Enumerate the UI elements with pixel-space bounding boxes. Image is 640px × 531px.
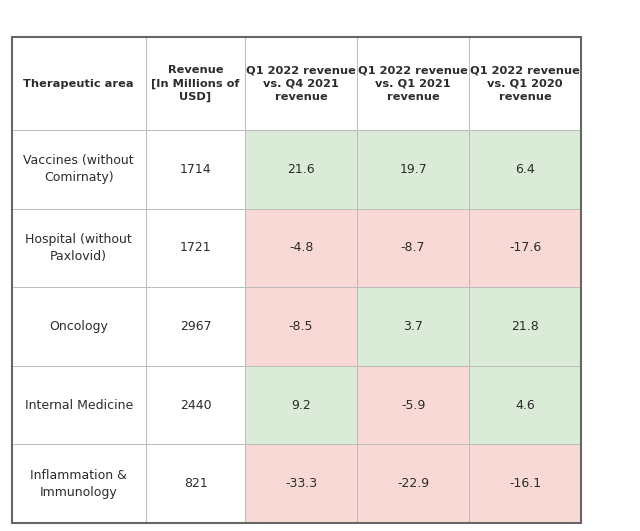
Bar — [12, 37, 146, 130]
Bar — [469, 37, 581, 130]
Bar — [469, 209, 581, 287]
Bar — [146, 366, 245, 444]
Text: 1721: 1721 — [180, 242, 211, 254]
Text: 9.2: 9.2 — [291, 399, 311, 412]
Text: 1714: 1714 — [180, 163, 211, 176]
Bar — [146, 444, 245, 523]
Text: Internal Medicine: Internal Medicine — [24, 399, 133, 412]
Bar — [245, 444, 357, 523]
Bar — [12, 209, 146, 287]
Text: Inflammation &
Immunology: Inflammation & Immunology — [30, 469, 127, 499]
Text: -22.9: -22.9 — [397, 477, 429, 490]
Text: -8.5: -8.5 — [289, 320, 314, 333]
Bar — [245, 130, 357, 209]
Bar — [469, 444, 581, 523]
Bar — [12, 37, 581, 523]
Text: 2967: 2967 — [180, 320, 211, 333]
Bar — [357, 444, 469, 523]
Text: -17.6: -17.6 — [509, 242, 541, 254]
Bar — [469, 130, 581, 209]
Text: Revenue
[In Millions of
USD]: Revenue [In Millions of USD] — [151, 65, 240, 102]
Bar — [12, 444, 146, 523]
Text: Oncology: Oncology — [49, 320, 108, 333]
Bar — [245, 366, 357, 444]
Text: -8.7: -8.7 — [401, 242, 426, 254]
Text: 6.4: 6.4 — [515, 163, 535, 176]
Bar — [469, 366, 581, 444]
Bar — [245, 37, 357, 130]
Text: 19.7: 19.7 — [399, 163, 427, 176]
Text: Q1 2022 revenue
vs. Q4 2021
revenue: Q1 2022 revenue vs. Q4 2021 revenue — [246, 65, 356, 102]
Bar — [245, 287, 357, 366]
Bar — [357, 209, 469, 287]
Text: 21.6: 21.6 — [287, 163, 315, 176]
Text: Hospital (without
Paxlovid): Hospital (without Paxlovid) — [26, 233, 132, 263]
Text: 4.6: 4.6 — [515, 399, 535, 412]
Bar — [146, 209, 245, 287]
Text: 21.8: 21.8 — [511, 320, 539, 333]
Text: 2440: 2440 — [180, 399, 211, 412]
Bar — [12, 130, 146, 209]
Text: 821: 821 — [184, 477, 207, 490]
Bar — [357, 130, 469, 209]
Bar — [357, 37, 469, 130]
Text: Q1 2022 revenue
vs. Q1 2020
revenue: Q1 2022 revenue vs. Q1 2020 revenue — [470, 65, 580, 102]
Text: Q1 2022 revenue
vs. Q1 2021
revenue: Q1 2022 revenue vs. Q1 2021 revenue — [358, 65, 468, 102]
Bar — [146, 37, 245, 130]
Bar — [357, 366, 469, 444]
Bar — [469, 287, 581, 366]
Bar — [12, 366, 146, 444]
Bar — [12, 287, 146, 366]
Bar — [357, 287, 469, 366]
Bar — [146, 287, 245, 366]
Text: -4.8: -4.8 — [289, 242, 314, 254]
Text: -16.1: -16.1 — [509, 477, 541, 490]
Text: Vaccines (without
Comirnaty): Vaccines (without Comirnaty) — [24, 155, 134, 184]
Text: 3.7: 3.7 — [403, 320, 423, 333]
Text: Therapeutic area: Therapeutic area — [24, 79, 134, 89]
Text: -33.3: -33.3 — [285, 477, 317, 490]
Bar — [245, 209, 357, 287]
Text: -5.9: -5.9 — [401, 399, 426, 412]
Bar — [146, 130, 245, 209]
